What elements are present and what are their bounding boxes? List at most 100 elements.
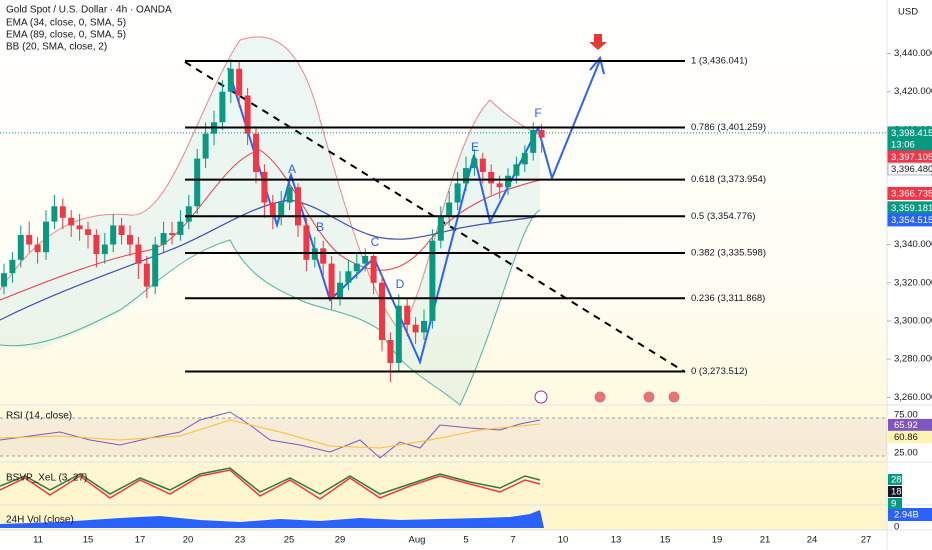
fib-label: 0.382 (3,335.598) [691,247,766,258]
candle-body [17,234,24,260]
candle-body [185,206,192,222]
candle-body [421,320,427,333]
bsvp-tag-label: 18 [891,487,902,498]
time-label: 11 [33,535,43,546]
price-tick-label: 3,440.000 [894,48,932,59]
currency-label[interactable]: USD [898,7,918,18]
pattern-label: A [288,162,296,176]
time-label: 15 [83,535,94,546]
time-label: 27 [861,535,872,546]
candle-body [34,244,41,253]
time-label: 17 [135,535,146,546]
candle-body [437,215,444,241]
harmonic-path [227,59,601,366]
candle-body [429,240,436,321]
price-tag-label: 3,398.415 [891,128,932,139]
candle-body [143,263,150,287]
candle-body [278,202,285,216]
bsvp-tag-label: 28 [891,475,902,486]
candle-body [127,234,133,245]
volume-tag [888,508,932,521]
time-label: Aug [409,535,426,546]
candle-body [387,340,394,363]
candle-body [295,187,301,226]
candle-body [286,187,293,203]
candle-body [152,244,159,287]
candle-body [169,233,175,235]
bsvp-tag-label: 9 [891,499,896,510]
volume-zero: 0 [894,522,899,533]
fib-label: 0.236 (3,311.868) [691,293,765,304]
price-countdown: 13:06 [891,139,915,150]
candle-body [76,225,83,230]
time-label: 25 [284,535,295,546]
rsi-tick-label: 75.00 [894,410,918,421]
time-label: 5 [463,535,468,546]
indicator-label[interactable]: EMA (34, close, 0, SMA, 5) [6,18,126,29]
candle-body [370,255,377,283]
event-icon[interactable] [642,390,656,404]
candle-body [118,225,125,235]
indicator-label[interactable]: EMA (89, close, 0, SMA, 5) [6,30,126,41]
indicator-label[interactable]: BB (20, SMA, close, 2) [6,42,107,53]
price-tag-label: 3,397.105 [891,152,932,163]
event-icon[interactable] [593,390,607,404]
candle-body [471,158,478,169]
fib-label: 0.786 (3,401.259) [691,122,766,133]
candle-body [135,244,142,264]
candle-body [253,133,259,172]
candle-body [454,183,461,203]
rsi-tick-label: 25.00 [894,448,918,459]
bsvp-tag [888,498,902,509]
candle-body [505,175,511,188]
pattern-label: C [371,235,380,249]
candle-body [9,259,16,274]
candle-body [345,271,352,283]
event-icon[interactable] [667,390,681,404]
candle-body [101,244,108,255]
candle-body [479,158,486,172]
candle-body [538,129,545,138]
price-tick-label: 3,300.000 [894,315,932,326]
pattern-label: F [534,106,541,120]
price-tag [887,186,932,200]
pane-title[interactable]: 24H Vol (close) [6,515,74,526]
time-label: 19 [712,535,723,546]
pane-title[interactable]: RSI (14, close) [6,411,72,422]
candle-body [236,68,243,96]
candle-body [269,202,276,216]
candle-body [496,183,503,188]
event-icon[interactable] [534,390,548,404]
rsi-tag [888,430,932,443]
candle-body [227,68,234,92]
candle-body [362,255,369,264]
target-arrow [589,34,607,50]
time-label: 23 [235,535,246,546]
candle-body [51,206,58,222]
candle-body [328,263,335,299]
candle-body [202,133,209,159]
rsi-line [0,411,541,459]
price-tick-label: 3,280.000 [894,354,932,365]
candle-body [261,171,268,203]
pattern-label: D [396,277,405,291]
candle-body [194,158,201,207]
price-tag [887,126,932,152]
ema-89 [0,199,541,321]
candle-body [160,233,167,245]
symbol-title[interactable]: Gold Spot / U.S. Dollar · 4h · OANDA [6,5,172,16]
rsi-tag-label: 65.92 [894,420,918,431]
price-tag-label: 3,359.181 [891,203,932,214]
pane-title[interactable]: BSVP_XeL (3, 27) [6,473,87,484]
projection-arrow [589,55,605,75]
candle-body [521,152,528,165]
rsi-ma-line [0,419,541,449]
bollinger-upper [0,36,541,331]
price-tick-label: 3,340.000 [894,239,932,250]
candle-body [244,95,251,134]
pattern-label: B [316,220,324,234]
fib-label: 0 (3,273.512) [691,366,748,377]
candle-body [337,282,343,299]
candle-body [43,221,49,253]
